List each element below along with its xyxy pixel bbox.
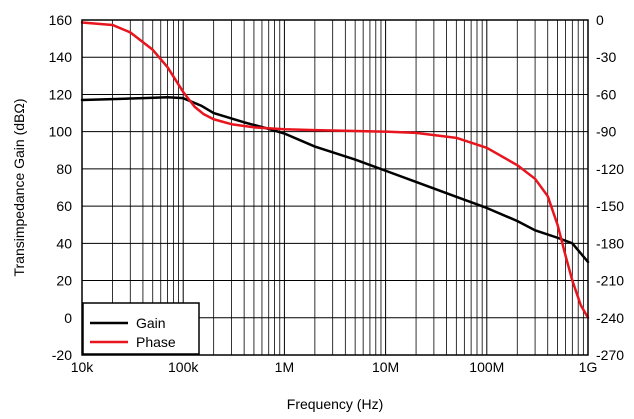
series-line-gain (80, 95, 590, 264)
legend-box (82, 302, 200, 355)
legend: Gain Phase (82, 302, 200, 355)
legend-label-phase: Phase (136, 334, 176, 350)
y2-tick-label: -270 (596, 347, 624, 363)
y-tick-label: 60 (56, 198, 72, 214)
y-tick-label: 140 (49, 49, 73, 65)
y2-tick-label: -150 (596, 198, 624, 214)
x-tick-label: 1M (275, 359, 294, 375)
x-tick-label: 100k (168, 359, 199, 375)
y2-tick-label: -30 (596, 49, 616, 65)
x-axis-label: Frequency (Hz) (287, 396, 383, 412)
legend-label-gain: Gain (136, 315, 166, 331)
y2-tick-label: -120 (596, 161, 624, 177)
x-tick-label: 10k (71, 359, 95, 375)
x-tick-label: 1G (579, 359, 598, 375)
series-layer (80, 21, 590, 320)
x-tick-label: 10M (372, 359, 399, 375)
y2-tick-label: 0 (596, 12, 604, 28)
plot-frame (81, 19, 589, 356)
x-tick-labels: 10k 100k 1M 10M 100M 1G (71, 359, 598, 375)
y-axis-label: Transimpedance Gain (dBΩ) (11, 98, 27, 276)
y-tick-label: 40 (56, 235, 72, 251)
x-tick-label: 100M (469, 359, 504, 375)
y-tick-label: -20 (52, 347, 72, 363)
y-tick-labels: 160 140 120 100 80 60 40 20 0 -20 (49, 12, 73, 363)
y2-tick-label: -90 (596, 124, 616, 140)
y2-tick-label: -240 (596, 310, 624, 326)
y2-tick-label: -180 (596, 235, 624, 251)
y-tick-label: 80 (56, 161, 72, 177)
series-line-phase (80, 21, 590, 320)
y-tick-label: 100 (49, 124, 73, 140)
grid (81, 19, 588, 356)
y-tick-label: 120 (49, 86, 73, 102)
y-tick-label: 160 (49, 12, 73, 28)
y-tick-label: 20 (56, 273, 72, 289)
y2-tick-label: -60 (596, 86, 616, 102)
y2-tick-labels: 0 -30 -60 -90 -120 -150 -180 -210 -240 -270 (596, 12, 624, 363)
y2-tick-label: -210 (596, 273, 624, 289)
y-tick-label: 0 (64, 310, 72, 326)
